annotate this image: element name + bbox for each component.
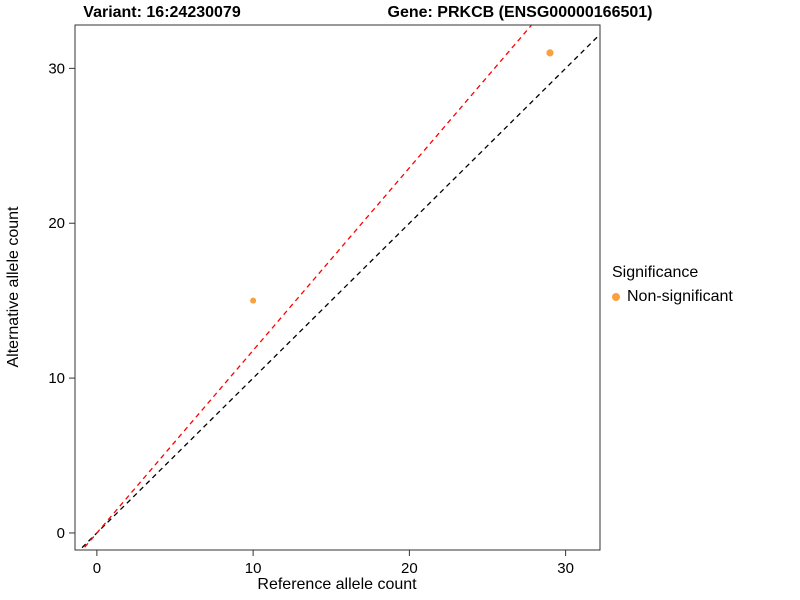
plot-panel <box>74 24 601 551</box>
ratio-line <box>81 25 533 550</box>
x-tick-label: 0 <box>93 560 101 577</box>
legend: Significance Non-significant <box>612 264 733 306</box>
x-tick-label: 30 <box>557 560 574 577</box>
y-tick-label: 20 <box>48 215 65 232</box>
y-tick-label: 30 <box>48 60 65 77</box>
y-tick-label: 0 <box>57 525 65 542</box>
legend-entries: Non-significant <box>612 288 733 306</box>
y-tick-label: 10 <box>48 370 65 387</box>
plot-title-variant: Variant: 16:24230079 <box>83 4 241 21</box>
x-axis-label: Reference allele count <box>257 576 417 593</box>
legend-title: Significance <box>612 264 699 281</box>
y-axis-label: Alternative allele count <box>5 206 22 368</box>
data-point <box>250 297 257 304</box>
legend-point-icon <box>612 293 620 301</box>
x-tick-label: 20 <box>401 560 418 577</box>
plot-title-gene: Gene: PRKCB (ENSG00000166501) <box>387 4 653 21</box>
identity-line <box>78 33 600 550</box>
legend-entry: Non-significant <box>612 288 733 306</box>
legend-entry-label: Non-significant <box>627 288 733 305</box>
data-point <box>546 49 554 57</box>
x-tick-label: 10 <box>245 560 262 577</box>
